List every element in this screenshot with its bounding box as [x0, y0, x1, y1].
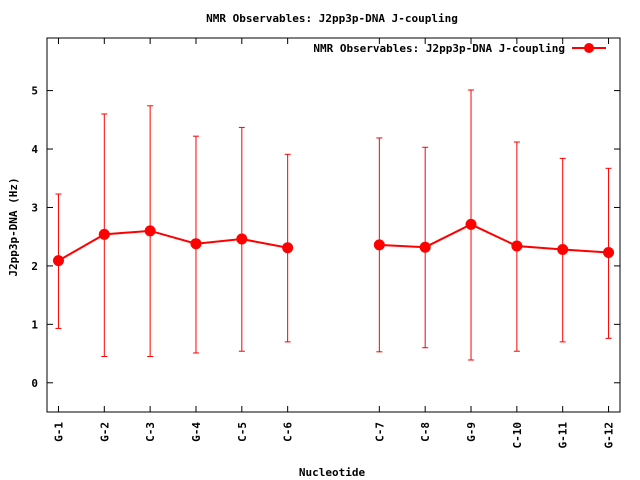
x-tick-label: G-2 — [98, 422, 111, 442]
legend-label: NMR Observables: J2pp3p-DNA J-coupling — [313, 42, 565, 55]
series-line — [57, 229, 288, 262]
x-tick-label: C-5 — [236, 422, 249, 442]
data-point — [511, 240, 523, 252]
data-marks — [52, 89, 615, 361]
data-point — [603, 246, 615, 258]
x-tick-label: C-7 — [373, 422, 386, 442]
data-point — [419, 241, 431, 253]
x-tick-label: G-9 — [465, 422, 478, 442]
series-line — [379, 223, 609, 254]
data-point — [190, 238, 202, 250]
data-point — [98, 228, 110, 240]
data-point — [465, 218, 477, 230]
x-tick-label: C-8 — [419, 422, 432, 442]
data-point — [373, 239, 385, 251]
legend-marker — [584, 43, 594, 53]
y-tick-label: 4 — [31, 143, 38, 156]
data-point — [144, 225, 156, 237]
x-axis-label: Nucleotide — [299, 466, 366, 479]
y-axis-label: J2pp3p-DNA (Hz) — [7, 177, 20, 276]
x-tick-label: G-11 — [557, 422, 570, 449]
x-tick-label: G-1 — [52, 422, 65, 442]
y-tick-label: 5 — [31, 85, 38, 98]
x-tick-label: C-6 — [282, 422, 295, 442]
x-tick-label: G-12 — [603, 422, 616, 449]
chart-title: NMR Observables: J2pp3p-DNA J-coupling — [206, 12, 458, 25]
x-tick-label: G-4 — [190, 422, 203, 442]
axes: 0 1 2 3 4 5 G-1 G-2 C-3 G-4 C-5 C-6 C-7 C-8 G-9 C-10 G-1… — [31, 38, 620, 449]
data-point — [282, 242, 294, 254]
data-point — [557, 244, 569, 256]
y-tick-label: 1 — [31, 318, 38, 331]
y-tick-label: 3 — [31, 201, 38, 214]
legend: NMR Observables: J2pp3p-DNA J-coupling — [313, 42, 606, 55]
plot-frame — [46, 37, 621, 413]
y-tick-label: 2 — [31, 260, 38, 273]
x-tick-label: C-10 — [511, 422, 524, 449]
data-point — [236, 233, 248, 245]
x-tick-label: C-3 — [144, 422, 157, 442]
data-point — [52, 255, 64, 267]
y-tick-label: 0 — [31, 377, 38, 390]
